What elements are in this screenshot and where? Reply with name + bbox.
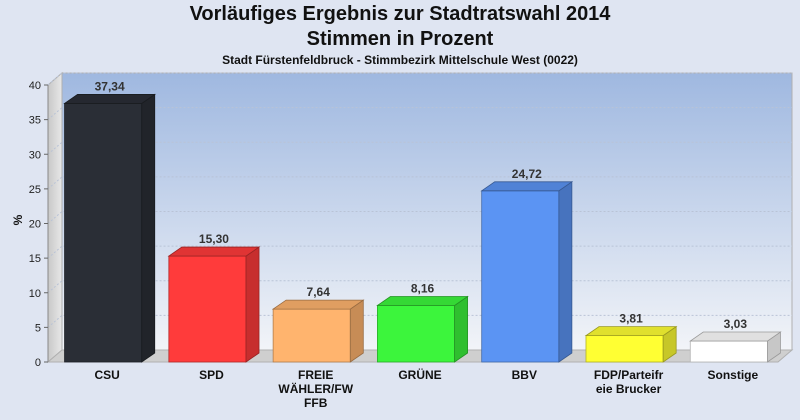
x-tick-label: FREIE (298, 368, 333, 382)
bar-front (64, 103, 143, 363)
x-tick-label: eie Brucker (596, 382, 662, 396)
bar-side (245, 246, 260, 363)
bars (63, 93, 782, 363)
bar-top (480, 181, 574, 192)
chart-subtitle: Stimmen in Prozent (306, 28, 494, 50)
bar-front (585, 335, 664, 363)
bar-top (688, 331, 782, 342)
bar-1 (63, 93, 157, 363)
bar-2 (167, 246, 261, 363)
x-tick-label: WÄHLER/FW (278, 381, 353, 396)
y-tick-label: 15 (29, 253, 41, 265)
y-tick-label: 5 (35, 322, 41, 334)
gridline (47, 176, 792, 190)
data-label: 15,30 (199, 232, 229, 246)
x-tick-label: CSU (94, 368, 119, 382)
data-label: 7,64 (307, 285, 331, 299)
bar-top (376, 296, 469, 306)
y-tick-label: 25 (29, 184, 41, 196)
bar-front (168, 255, 247, 363)
x-tick-label: GRÜNE (398, 367, 441, 382)
bar-7 (688, 331, 782, 363)
bar-top (167, 246, 261, 257)
bar-5 (480, 181, 574, 363)
x-tick-label: SPD (199, 368, 224, 382)
chart-district-label: Stadt Fürstenfeldbruck - Stimmbezirk Mit… (222, 53, 578, 67)
chart-title: Vorläufiges Ergebnis zur Stadtratswahl 2… (189, 3, 611, 25)
y-axis: 0 5 10 15 20 25 30 35 40 (29, 80, 49, 369)
y-tick-label: 35 (29, 115, 41, 127)
bar-front (689, 340, 768, 363)
x-tick-label: FDP/Parteifr (594, 368, 664, 382)
bar-side (558, 181, 573, 363)
x-tick-label: Sonstige (708, 368, 759, 382)
gridline (47, 72, 792, 86)
bar-3 (271, 299, 365, 363)
bar-top (584, 326, 678, 337)
bar-front (481, 190, 560, 363)
bar-6 (584, 325, 678, 363)
bar-front (272, 308, 351, 363)
bar-side (454, 295, 468, 363)
x-tick-label: BBV (512, 368, 537, 382)
y-tick-label: 40 (29, 80, 41, 92)
y-tick-label: 30 (29, 149, 41, 161)
bar-top (63, 94, 157, 104)
y-tick-label: 20 (29, 219, 41, 231)
bar-side (349, 299, 364, 363)
data-label: 24,72 (512, 167, 542, 181)
gridline (47, 141, 792, 155)
y-tick-label: 0 (35, 357, 41, 369)
data-label: 37,34 (95, 79, 125, 93)
gridline (47, 107, 792, 121)
bar-side (141, 93, 156, 363)
y-tick-label: 10 (29, 288, 41, 300)
bar-top (271, 299, 365, 310)
bar-4 (376, 295, 469, 363)
data-label: 3,81 (619, 312, 643, 326)
data-label: 3,03 (724, 317, 748, 331)
y-axis-label: % (11, 214, 25, 225)
bar-front (377, 305, 455, 363)
x-tick-label: FFB (304, 396, 328, 410)
data-label: 8,16 (411, 281, 435, 295)
